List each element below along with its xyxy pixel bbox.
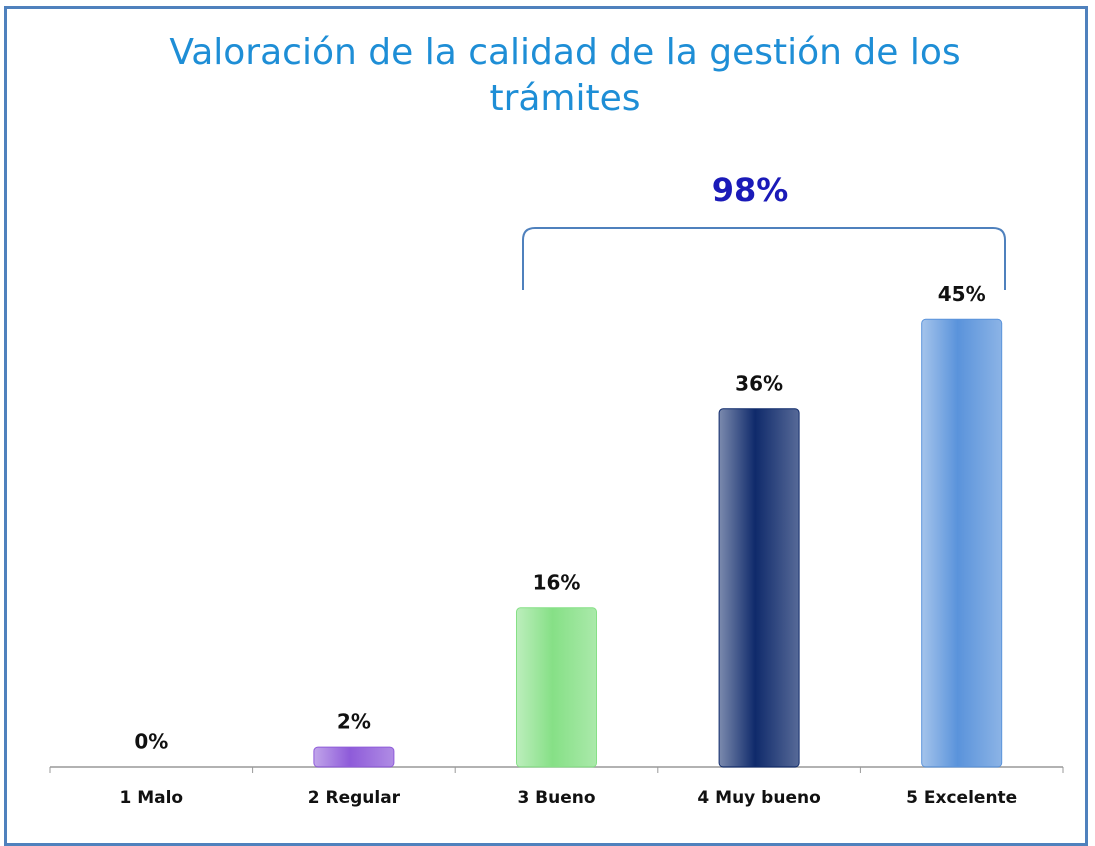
value-label: 45% (938, 282, 986, 306)
bar (921, 318, 1003, 768)
x-tick-label: 4 Muy bueno (697, 788, 820, 808)
x-tick-label: 3 Bueno (517, 788, 595, 808)
bar (718, 408, 800, 768)
annotation: 98% (712, 171, 789, 209)
value-label: 2% (337, 710, 371, 734)
value-label: 0% (134, 730, 168, 754)
bar (516, 607, 597, 768)
x-tick-label: 2 Regular (308, 788, 401, 808)
value-label: 36% (735, 371, 783, 395)
x-tick-label: 1 Malo (119, 788, 183, 808)
bar (313, 746, 395, 768)
value-label: 16% (533, 570, 581, 594)
bracket (522, 227, 1006, 290)
chart-title: Valoración de la calidad de la gestión d… (169, 32, 961, 119)
x-tick-label: 5 Excelente (906, 788, 1017, 808)
